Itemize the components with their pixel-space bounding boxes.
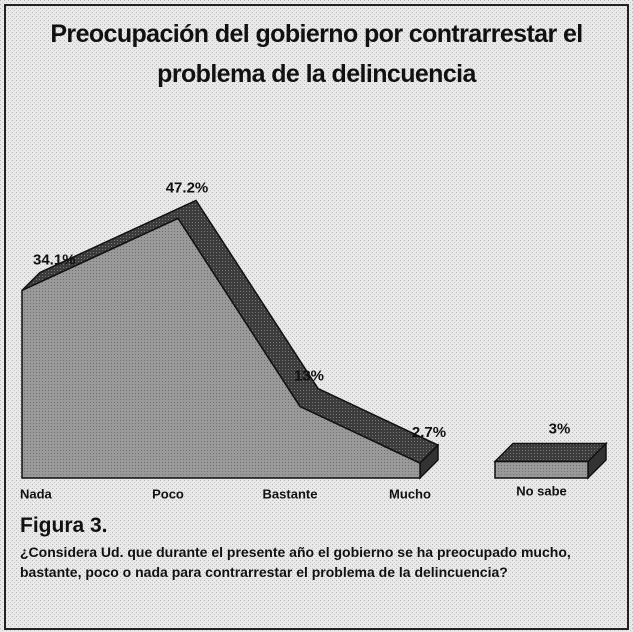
x-tick-label: No sabe [516,483,567,498]
x-tick-label: Mucho [389,486,431,501]
figure-label: Figura 3. [20,514,108,537]
bar [494,460,589,479]
value-label: 13% [294,367,324,384]
x-tick-label: Nada [20,486,53,501]
x-tick-label: Poco [152,486,184,501]
value-label: 3% [549,420,571,437]
value-label: 34.1% [33,251,76,268]
area [21,217,421,479]
value-label: 47.2% [166,179,209,196]
chart-title: Preocupación del gobierno por contrarres… [50,20,583,88]
value-label: 2.7% [412,424,446,441]
caption: ¿Considera Ud. que durante el presente a… [20,544,571,580]
x-tick-label: Bastante [263,486,318,501]
frame [4,4,629,630]
